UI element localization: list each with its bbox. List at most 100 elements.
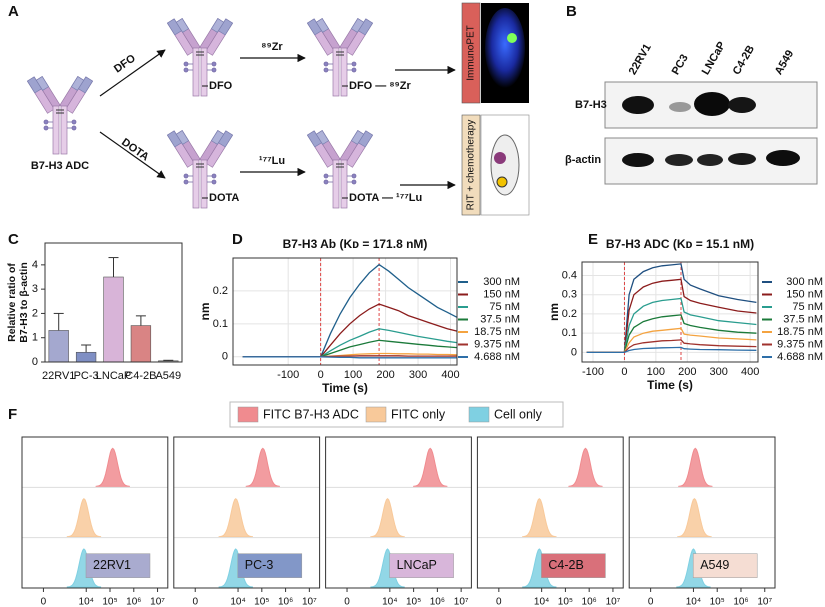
- x-tick-label: 10⁴: [534, 597, 549, 607]
- lane-label: A549: [773, 48, 797, 77]
- legend-label: 18.75 nM: [474, 326, 520, 338]
- histogram: [677, 498, 712, 538]
- x-tick-label: 0: [41, 597, 47, 607]
- series-line: [586, 263, 757, 354]
- x-tick-label: 10⁷: [606, 597, 621, 607]
- x-axis-label: Time (s): [647, 378, 693, 392]
- bar: [48, 330, 69, 363]
- x-tick-label: 0: [496, 597, 502, 607]
- panel-frame: [173, 436, 321, 589]
- legend-swatch: [468, 406, 490, 423]
- lane-label: C4-2B: [731, 43, 757, 77]
- series-line: [242, 328, 458, 358]
- mouse-image: [480, 114, 530, 216]
- plot-frame: [232, 257, 458, 366]
- x-tick-label: 300: [409, 369, 427, 381]
- sample-label-box: [389, 553, 454, 578]
- bar: [75, 351, 97, 363]
- row-label: B7-H3: [575, 99, 607, 111]
- legend-label: Cell only: [494, 407, 543, 421]
- x-tick-label: 10⁷: [757, 597, 772, 607]
- band: [622, 96, 654, 114]
- lane-label: LNCaP: [700, 40, 728, 77]
- panel-label: E: [588, 231, 598, 248]
- x-tick-label: 10⁶: [582, 597, 597, 607]
- sample-label: C4-2B: [548, 558, 583, 572]
- legend-label: 300 nM: [786, 276, 823, 288]
- x-tick-label: A549: [155, 370, 181, 382]
- legend-label: 150 nM: [786, 288, 823, 300]
- x-tick-label: 10⁴: [382, 597, 397, 607]
- y-axis-label: nm: [547, 303, 561, 321]
- row-label: β-actin: [565, 154, 601, 166]
- x-tick-label: 0: [192, 597, 198, 607]
- sample-label-box: [692, 553, 758, 578]
- legend-frame: [229, 401, 564, 428]
- band: [766, 150, 800, 166]
- x-tick-label: 100: [647, 366, 665, 378]
- y-tick-label: 0.3: [562, 289, 577, 301]
- x-tick-label: 100: [344, 369, 362, 381]
- x-tick-label: C4-2B: [125, 370, 156, 382]
- x-tick-label: 10⁵: [710, 597, 725, 607]
- panel-label: F: [8, 406, 17, 423]
- y-axis-label: Relative ratio of: [6, 263, 18, 342]
- y-tick-label: 0: [32, 356, 38, 368]
- x-tick-label: 300: [710, 366, 728, 378]
- legend-label: 75 nM: [489, 301, 520, 313]
- series-line: [242, 356, 457, 359]
- lane-label: PC3: [670, 52, 691, 77]
- sample-label-box: [85, 553, 151, 578]
- histogram: [218, 548, 253, 588]
- western-blot: B7-H3 β-actin: [565, 81, 818, 185]
- y-tick-label: 0.4: [562, 269, 577, 281]
- x-tick-label: 10⁵: [558, 597, 573, 607]
- legend-label: 75 nM: [792, 301, 823, 313]
- legend-swatch: [365, 406, 387, 423]
- y-tick-label: 0.1: [562, 327, 577, 339]
- label: ⁸⁹Zr: [261, 41, 283, 53]
- x-tick-label: 200: [678, 366, 696, 378]
- plot-frame: [581, 261, 759, 363]
- legend-label: 9.375 nM: [777, 338, 823, 350]
- x-tick-label: 10⁶: [430, 597, 445, 607]
- sample-label: A549: [700, 558, 729, 572]
- x-tick-label: 0: [648, 597, 654, 607]
- bar: [130, 325, 152, 363]
- legend-label: 4.688 nM: [777, 351, 823, 363]
- mouse-image: [496, 176, 508, 188]
- x-tick-label: 0: [621, 366, 627, 378]
- x-tick-label: -100: [582, 366, 604, 378]
- mouse-image: [494, 152, 506, 164]
- histogram: [370, 548, 405, 588]
- arrow: [99, 49, 166, 97]
- y-tick-label: 2: [32, 307, 38, 319]
- legend-label: 9.375 nM: [474, 338, 520, 350]
- x-tick-label: 10⁴: [686, 597, 701, 607]
- error-bar: [108, 257, 119, 277]
- legend-label: 300 nM: [483, 276, 520, 288]
- lane-label: 22RV1: [627, 42, 654, 77]
- x-tick-label: 0: [344, 597, 350, 607]
- image-label-bar: [461, 114, 481, 216]
- sample-label: PC-3: [245, 558, 274, 572]
- band: [697, 154, 723, 166]
- x-tick-label: 400: [441, 369, 459, 381]
- x-tick-label: 10⁵: [102, 597, 117, 607]
- error-bar: [53, 312, 64, 331]
- histogram: [678, 447, 713, 487]
- legend-label: 37.5 nM: [783, 313, 823, 325]
- x-tick-label: 10⁷: [150, 597, 165, 607]
- histogram: [522, 498, 557, 538]
- x-tick-label: 10⁶: [733, 597, 748, 607]
- histogram: [95, 447, 130, 487]
- series-line: [242, 303, 458, 358]
- histogram: [66, 548, 102, 588]
- legend-label: 18.75 nM: [777, 326, 823, 338]
- label: DFO: [209, 80, 233, 92]
- histogram: [413, 447, 448, 487]
- series-line: [242, 263, 458, 358]
- arrow: [99, 131, 166, 179]
- band: [694, 92, 730, 116]
